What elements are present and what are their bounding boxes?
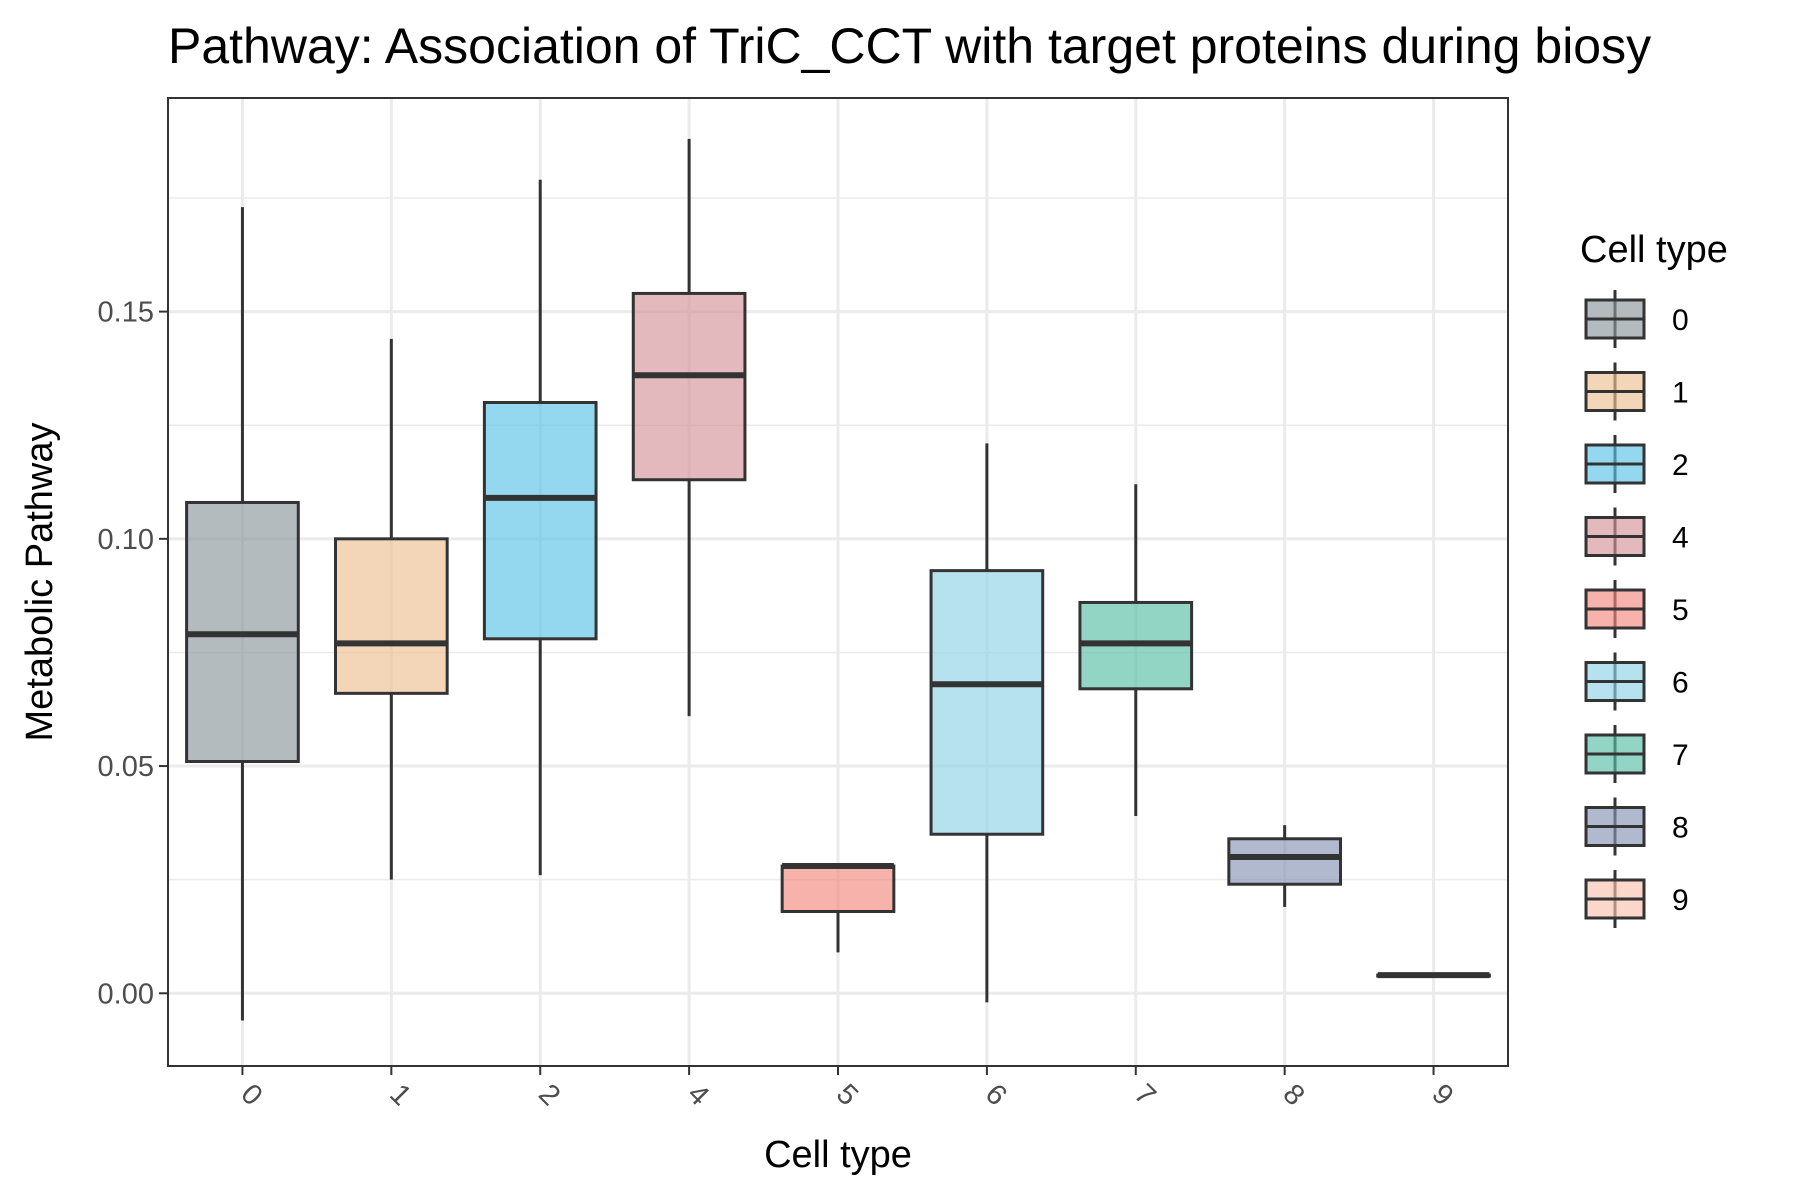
legend-item-label: 6 bbox=[1672, 667, 1689, 700]
box-layer bbox=[185, 138, 1491, 1021]
legend-item-4: 4 bbox=[1584, 507, 1689, 566]
x-tick-label: 1 bbox=[383, 1078, 417, 1112]
legend-item-0: 0 bbox=[1584, 290, 1689, 348]
legend-item-label: 1 bbox=[1672, 377, 1689, 410]
legend-item-label: 0 bbox=[1672, 304, 1689, 337]
legend-item-label: 8 bbox=[1672, 812, 1689, 845]
x-tick-label: 2 bbox=[532, 1078, 566, 1112]
y-tick-label: 0.05 bbox=[98, 751, 154, 783]
box-7 bbox=[1078, 484, 1194, 817]
legend-item-7: 7 bbox=[1584, 725, 1689, 783]
box-body bbox=[482, 400, 598, 641]
box-body bbox=[334, 537, 449, 695]
legend: Cell type 0 1 2 4 5 6 7 8 9 bbox=[1580, 229, 1728, 928]
box-4 bbox=[631, 138, 747, 717]
x-tick-label: 9 bbox=[1425, 1078, 1459, 1112]
x-tick-label: 5 bbox=[830, 1078, 864, 1112]
legend-item-2: 2 bbox=[1584, 435, 1689, 493]
x-axis-title: Cell type bbox=[764, 1134, 912, 1176]
x-tick-label: 6 bbox=[979, 1078, 1013, 1112]
y-tick-label: 0.00 bbox=[98, 978, 154, 1010]
legend-item-5: 5 bbox=[1584, 580, 1689, 638]
legend-item-label: 5 bbox=[1672, 594, 1689, 627]
x-tick-label: 4 bbox=[681, 1078, 715, 1112]
legend-item-label: 9 bbox=[1672, 884, 1689, 917]
box-0 bbox=[185, 207, 300, 1021]
legend-item-label: 4 bbox=[1672, 522, 1689, 555]
box-5 bbox=[780, 863, 896, 953]
box-6 bbox=[929, 443, 1045, 1003]
box-body bbox=[1227, 837, 1343, 886]
box-9 bbox=[1376, 972, 1491, 979]
legend-title: Cell type bbox=[1580, 229, 1728, 271]
box-2 bbox=[482, 179, 598, 876]
box-1 bbox=[334, 338, 449, 880]
x-tick-label: 0 bbox=[234, 1078, 268, 1112]
y-axis-title: Metabolic Pathway bbox=[19, 423, 61, 742]
box-8 bbox=[1227, 825, 1343, 907]
legend-item-9: 9 bbox=[1584, 870, 1689, 928]
x-tick-label: 8 bbox=[1277, 1078, 1311, 1112]
legend-item-label: 2 bbox=[1672, 449, 1689, 482]
legend-item-8: 8 bbox=[1584, 797, 1689, 856]
legend-item-1: 1 bbox=[1584, 362, 1689, 421]
legend-item-6: 6 bbox=[1584, 652, 1689, 711]
chart-title: Pathway: Association of TriC_CCT with ta… bbox=[168, 18, 1652, 74]
legend-item-label: 7 bbox=[1672, 739, 1689, 772]
y-tick-label: 0.15 bbox=[98, 297, 154, 329]
box-body bbox=[631, 291, 747, 482]
y-tick-label: 0.10 bbox=[98, 524, 154, 556]
x-tick-label: 7 bbox=[1128, 1078, 1162, 1112]
box-body bbox=[929, 569, 1045, 836]
box-body bbox=[780, 864, 896, 913]
